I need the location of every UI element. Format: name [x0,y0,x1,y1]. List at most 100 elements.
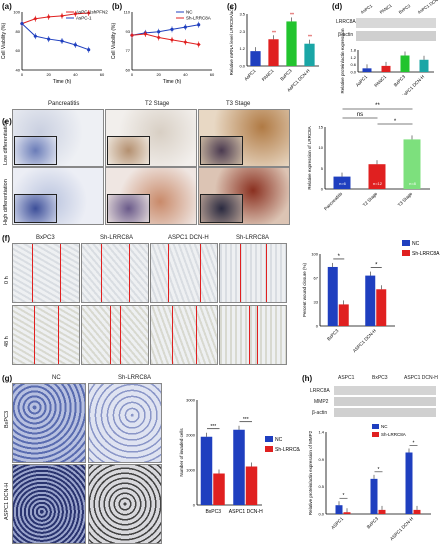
x-tick-label: 0 [21,72,24,77]
bar [335,505,343,514]
ihc-low-t3 [198,109,290,167]
invasion-aspc1-nc [12,464,86,544]
legend-label: Sh-LRRC8A [275,447,300,453]
bar [233,429,245,505]
col-t2: T2 Stage [145,101,170,107]
blot-d [356,16,436,44]
series-line [21,12,89,25]
x-tick-label: 60 [210,72,215,77]
legend-swatch [372,432,379,437]
x-tick-label: 20 [46,72,51,77]
x-axis-label: Time (h) [163,79,182,85]
bar [286,21,297,66]
wound-edge-line [266,244,267,302]
wound-edge-line [196,306,197,364]
g-row-bxpc3: BxPC3 [4,410,10,428]
y-tick-label: 110 [124,10,131,15]
chart-f: 0 33 67 100 BxPC3 ASPC1 DCN-H Percent wound cl… [302,240,440,353]
chart-g: 0 1000 2000 3000 BxPC3 ASPC1 DCN-H Number of i… [179,398,300,516]
bar [250,51,261,66]
y-tick-label: 0.0 [318,512,324,517]
row-low-diff: Low differentiation [3,120,9,165]
wound-edge-line [257,306,258,364]
wound-edge-line [129,244,130,302]
y-tick-label: 1.2 [350,55,356,60]
x-tick-label: 0 [131,72,134,77]
bar [362,68,372,72]
panel-label-c: (c) [227,2,237,11]
y-tick-label: 67 [314,276,319,281]
sig-label: * [413,441,415,447]
bar [378,509,386,514]
y-tick-label: 2.3 [239,29,245,34]
wound-image [150,305,218,365]
legend-swatch [402,250,410,256]
bar [365,275,376,326]
y-tick-label: 1.4 [318,430,324,435]
x-tick-label: ASPC1 DCN-H [352,328,377,353]
wound-edge-line [168,244,169,302]
bar [381,65,391,72]
y-tick-label: 60 [16,48,21,53]
wound-edge-line [120,306,121,364]
f-col-4: Sh-LRRC8A [236,235,270,241]
y-axis-label: Number of invaded cells [179,428,184,477]
panel-e: (e) Pancreatitis T2 Stage T3 Stage Low d… [0,97,440,225]
panel-label-e: (e) [2,117,12,126]
data-point [183,40,188,45]
panel-label-h: (h) [302,374,313,383]
y-axis-label: Relative mRNA level LRRC8A/actin [229,4,234,75]
sig-label: * [343,493,345,499]
n-label: n=6 [339,181,347,186]
y-axis-label: Cell Viability (%) [1,23,7,60]
row-high-diff: High differentiation [3,179,9,225]
y-tick-label: 60 [126,68,131,73]
blot-column-label: BxPC3 [398,3,412,15]
data-point [20,22,24,26]
legend-swatch [402,240,410,246]
bar [343,512,351,514]
wound-edge-line [249,306,250,364]
bar [268,39,279,66]
x-tick-label: T3 Stage [397,191,414,208]
col-pancreatitis: Pancreatitis [48,101,80,107]
y-tick-label: 0 [316,324,319,329]
bar [200,436,213,505]
f-row-48h: 48 h [4,336,10,347]
sig-label: *** [210,424,216,430]
g-col-nc: NC [52,375,61,381]
data-point [60,13,64,18]
data-point [46,14,51,19]
y-tick-label: 0.9 [318,457,324,462]
y-tick-label: 5 [321,166,324,171]
legend-swatch [265,436,273,442]
blot-h [334,385,436,419]
sig-label: * [378,467,380,473]
y-axis-label: Relative expression of LRRC8A [307,126,312,189]
y-axis-label: Relative protein/actin expression of MMP… [308,430,313,515]
y-tick-label: 0.6 [350,62,356,67]
y-tick-label: 100 [13,10,20,15]
sig-label: * [375,263,378,269]
bar [405,452,413,514]
blot-d-row-2: β-actin [338,32,354,38]
bar [338,304,349,326]
wound-image [81,305,149,365]
y-axis-label: Percent wound closure (%) [302,262,307,317]
invasion-bxpc3-sh [88,383,162,463]
y-tick-label: 93 [126,29,131,34]
y-tick-label: 10 [319,145,324,150]
data-point [157,30,161,34]
data-point [170,27,174,31]
x-tick-label: AsPC1 [355,74,369,88]
wound-image [12,243,80,303]
data-point [197,23,201,27]
legend-label: AsPC-1shPFN2 [76,10,108,15]
invasion-bxpc3-nc [12,383,86,463]
y-tick-label: 80 [16,29,21,34]
series-line [21,23,89,51]
panel-b: (b) Cell Viability (%) Time (h) 0 20 40 60 60 7… [110,0,220,95]
legend-label: NC [275,437,283,443]
y-tick-label: 0.0 [350,70,356,75]
ihc-high-pancreatitis [12,167,104,225]
